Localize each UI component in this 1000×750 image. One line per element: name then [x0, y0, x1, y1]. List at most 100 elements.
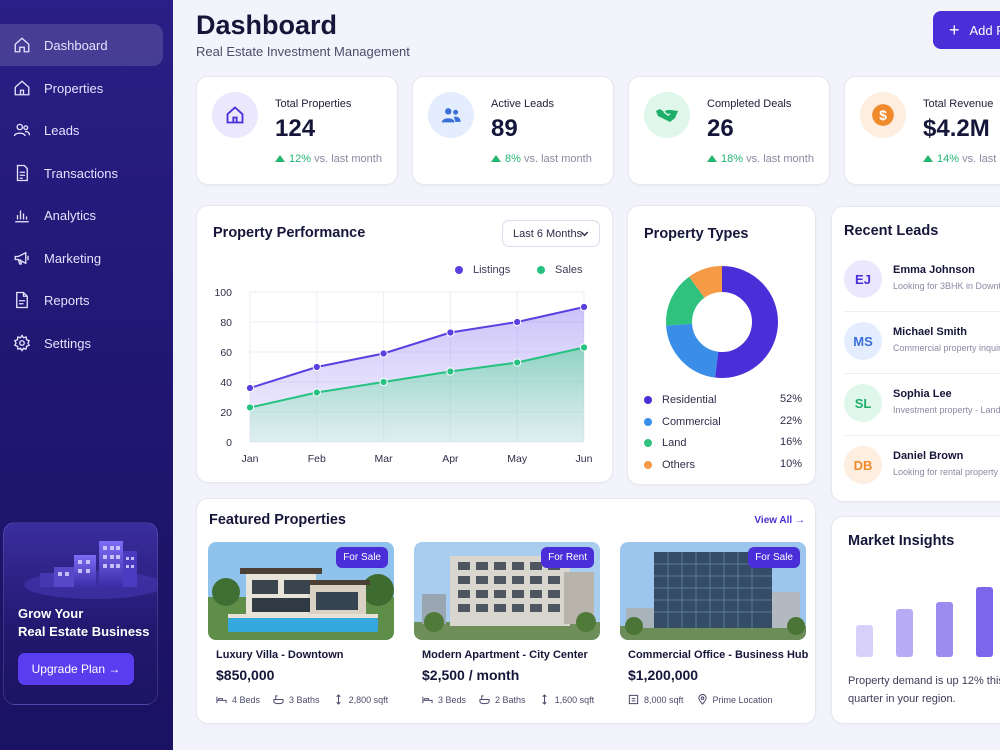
stat-label: Total Properties: [275, 98, 352, 110]
ptype-row-commercial: Commercial 22%: [644, 414, 802, 430]
stat-change-suffix: vs. last month: [314, 153, 382, 165]
promo-title: Grow Your Real Estate Business: [18, 605, 153, 641]
property-specs: 8,000 sqft Prime Location: [628, 694, 786, 705]
spec-location: Prime Location: [697, 694, 773, 705]
lead-name: Sophia Lee: [893, 388, 952, 400]
stat-value: 26: [707, 115, 734, 142]
stat-icon-wrap: $: [860, 92, 906, 138]
legend-label: Listings: [473, 264, 511, 276]
property-types-card: Property Types Residential 52% Commercial…: [627, 205, 816, 485]
sidebar-item-label: Properties: [44, 80, 104, 96]
stat-change: 12%: [289, 153, 312, 165]
sidebar-item-label: Dashboard: [44, 37, 108, 53]
area-icon: [335, 694, 341, 705]
stat-value: 124: [275, 115, 316, 142]
lead-name: Emma Johnson: [893, 264, 975, 276]
ptype-label: Land: [662, 437, 687, 449]
y-tick-label: 80: [220, 317, 232, 329]
upgrade-plan-button[interactable]: Upgrade Plan →: [18, 653, 134, 685]
lead-item[interactable]: EJ Emma Johnson Looking for 3BHK in Down…: [844, 255, 1000, 305]
market-insights-card: Market Insights Property demand is up 12…: [831, 516, 1000, 724]
legend-dot: [644, 418, 652, 426]
stat-icon-wrap: [644, 92, 690, 138]
property-specs: 3 Beds 2 Baths 1,600 sqft: [422, 694, 607, 705]
property-price: $850,000: [216, 667, 275, 683]
x-tick-label: Feb: [308, 453, 326, 465]
card-title: Property Types: [644, 226, 749, 242]
view-all-link[interactable]: View All →: [754, 515, 805, 526]
ptype-percent: 22%: [779, 415, 802, 427]
recent-leads-card: Recent Leads EJ Emma Johnson Looking for…: [831, 206, 1000, 502]
home-icon: [14, 37, 30, 53]
chevron-down-icon: [580, 231, 589, 237]
stat-change: 14%: [937, 153, 960, 165]
data-point-sales: [245, 403, 255, 412]
data-point-sales: [312, 388, 321, 397]
y-tick-label: 40: [220, 377, 232, 389]
lead-item[interactable]: MS Michael Smith Commercial property inq…: [844, 317, 1000, 367]
stat-value: $4.2M: [923, 115, 990, 142]
sidebar-item-label: Leads: [44, 122, 80, 138]
stat-trend: 8% vs. last month: [491, 153, 592, 165]
ptype-row-residential: Residential 52%: [644, 392, 802, 408]
promo-title-line: Grow Your: [18, 606, 84, 621]
ptype-percent: 16%: [779, 436, 802, 448]
city-buildings-illustration: [24, 541, 157, 599]
sidebar-item-dashboard[interactable]: Dashboard: [0, 24, 163, 66]
ptype-row-land: Land 16%: [644, 435, 802, 451]
series-line-listings: [249, 306, 585, 389]
ptype-percent: 10%: [779, 458, 802, 470]
sidebar-item-reports[interactable]: Reports: [0, 279, 163, 321]
location-pin-icon: [697, 694, 707, 705]
area-sales: [250, 347, 584, 442]
office-photo-illustration: [620, 542, 806, 640]
ptype-row-others: Others 10%: [644, 457, 802, 473]
property-card[interactable]: For Rent Modern Apartment - City Center …: [414, 542, 600, 722]
market-bar: [896, 609, 913, 657]
sidebar-item-transactions[interactable]: Transactions: [0, 152, 163, 194]
x-tick-label: May: [507, 453, 528, 465]
ptype-label: Commercial: [662, 416, 721, 428]
sidebar-item-label: Reports: [44, 292, 90, 308]
lead-item[interactable]: DB Daniel Brown Looking for rental prope…: [844, 441, 1000, 491]
bed-icon: [216, 696, 227, 704]
spec-baths: 3 Baths: [273, 694, 320, 705]
market-insight-text: Property demand is up 12% this quarter i…: [848, 675, 1000, 705]
stat-icon-wrap: [212, 92, 258, 138]
data-point-listings: [513, 317, 522, 327]
document-icon: [16, 164, 28, 182]
property-card[interactable]: For Sale Luxury Villa - Downtown $850,00…: [208, 542, 394, 722]
property-photo-apartment: For Rent: [414, 542, 600, 640]
sidebar-item-label: Marketing: [44, 250, 102, 266]
stat-trend: 12% vs. last month: [275, 153, 382, 165]
lead-name: Daniel Brown: [893, 450, 964, 462]
users-icon: [441, 108, 461, 123]
legend-dot: [644, 439, 652, 447]
stat-card-total-properties: Total Properties 124 12% vs. last month: [196, 76, 398, 185]
ptype-label: Residential: [662, 394, 717, 406]
avatar: EJ: [844, 260, 882, 298]
stat-label: Total Revenue: [923, 98, 994, 110]
add-property-button[interactable]: + Add Property: [933, 11, 1000, 49]
spec-text: 1,600 sqft: [554, 694, 595, 705]
sidebar-item-leads[interactable]: Leads: [0, 109, 163, 151]
range-select[interactable]: Last 6 Months: [502, 220, 600, 247]
legend-dot: [644, 396, 652, 404]
property-card[interactable]: For Sale Commercial Office - Business Hu…: [620, 542, 808, 722]
lead-description: Commercial property inquiry: [893, 343, 1000, 353]
property-specs: 4 Beds 3 Baths 2,800 sqft: [216, 694, 401, 705]
sidebar-item-marketing[interactable]: Marketing: [0, 237, 163, 279]
stat-card-total-revenue: $ Total Revenue $4.2M 14% vs. last month: [844, 76, 1000, 185]
sidebar-item-properties[interactable]: Properties: [0, 67, 163, 109]
sidebar-item-settings[interactable]: Settings: [0, 322, 163, 364]
lead-item[interactable]: SL Sophia Lee Investment property - Land: [844, 379, 1000, 429]
market-bar: [856, 625, 873, 657]
stat-change-suffix: vs. last month: [746, 153, 814, 165]
stat-change: 8%: [505, 153, 521, 165]
stat-card-active-leads: Active Leads 89 8% vs. last month: [412, 76, 614, 185]
donut-slice-land: [666, 276, 705, 326]
lead-name: Michael Smith: [893, 326, 967, 338]
sidebar-item-analytics[interactable]: Analytics: [0, 194, 163, 236]
avatar: SL: [844, 384, 882, 422]
data-point-sales: [446, 367, 455, 376]
